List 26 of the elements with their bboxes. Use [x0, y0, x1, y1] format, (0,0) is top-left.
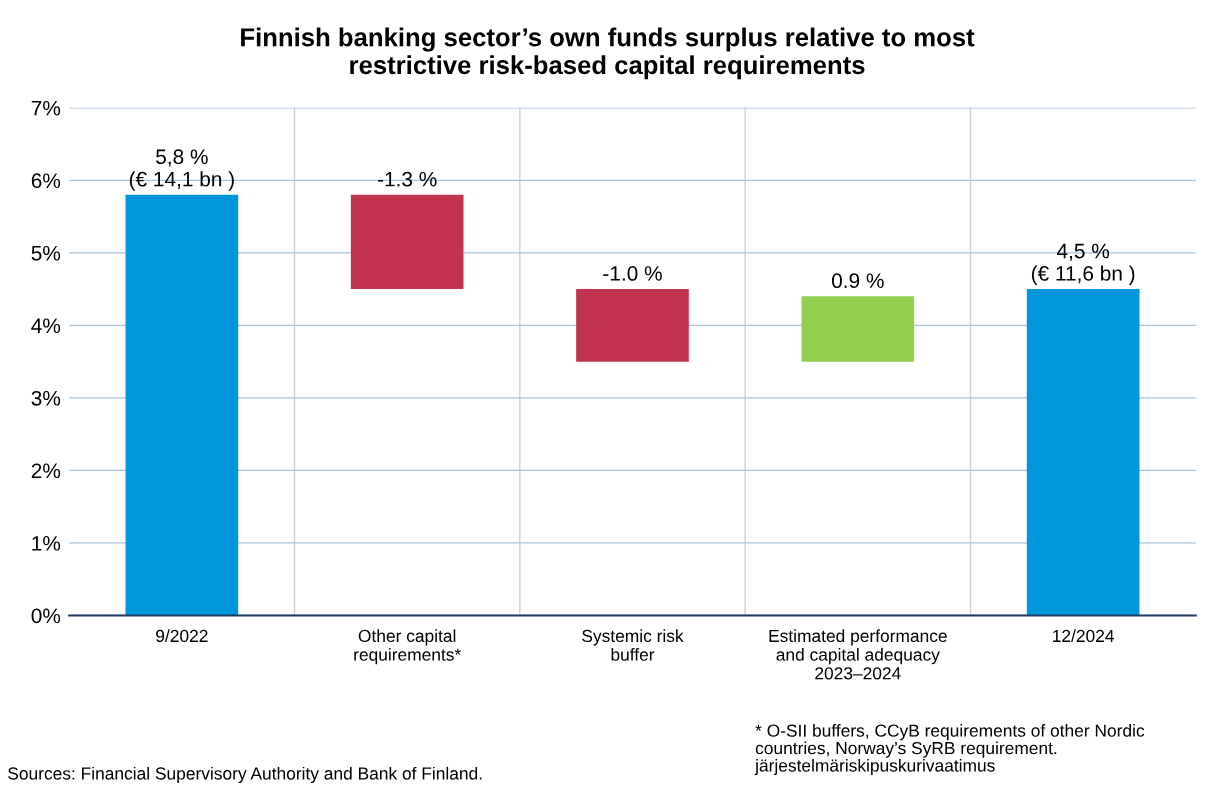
bar — [125, 194, 239, 616]
x-tick-label: 12/2024 — [1053, 629, 1114, 643]
data-label: -1.3 % — [378, 171, 437, 187]
x-tick-label: Systemic risk buffer — [582, 629, 684, 661]
y-tick-label: 5% — [31, 245, 61, 261]
data-label: 4,5 % (€ 11,6 bn ) — [1031, 243, 1135, 285]
y-tick-label: 7% — [31, 100, 61, 116]
x-tick-label: Other capital requirements* — [354, 629, 461, 665]
y-tick-label: 3% — [31, 390, 61, 406]
chart-title: Finnish banking sector’s own funds surplus relative to most restrictive risk-based capital requirements — [241, 27, 975, 80]
y-tick-label: 1% — [32, 536, 61, 551]
data-label: 0.9 % — [831, 273, 884, 289]
x-tick-label: Estimated performance and capital adequacy 2023–2024 — [769, 629, 947, 680]
text: * O-SII buffers, CCyB requirements of other Nordic countries, Norway’s SyRB requirement. järjestelmäriskipuskurivaatimus — [754, 724, 1145, 776]
y-tick-label: 0% — [31, 608, 61, 624]
bar — [1026, 289, 1140, 616]
bar — [576, 289, 689, 362]
bar — [801, 296, 915, 362]
y-tick-label: 4% — [31, 318, 61, 334]
bar — [350, 194, 464, 290]
y-tick-label: 2% — [31, 463, 61, 479]
source-note: Sources: Financial Supervisory Authority and Bank of Finland. — [8, 766, 482, 784]
data-label: -1.0 % — [603, 266, 662, 281]
data-label: 5,8 % (€ 14,1 bn ) — [129, 149, 234, 191]
x-tick-label: 9/2022 — [156, 629, 208, 643]
y-tick-label: 6% — [31, 173, 61, 189]
